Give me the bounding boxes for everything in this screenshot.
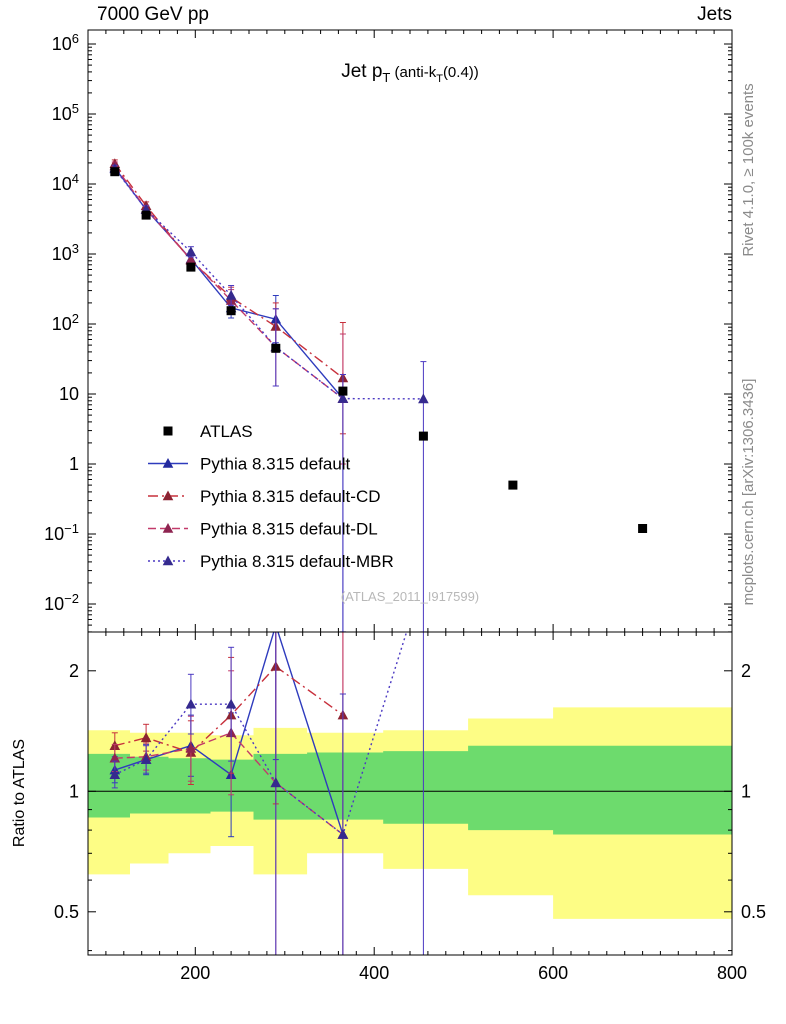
exponent: −1: [64, 521, 79, 536]
series-line: [114, 163, 344, 379]
title-subscript: T: [436, 73, 443, 85]
series-line: [114, 165, 344, 400]
exponent: 5: [72, 101, 79, 116]
data-point-triangle: [225, 289, 237, 300]
data-point-triangle: [337, 829, 349, 839]
legend-entry: ATLAS: [163, 422, 253, 441]
exponent: 4: [72, 171, 79, 186]
legend-entry: Pythia 8.315 default-MBR: [148, 552, 394, 571]
x-axis-tick-label: 400: [359, 963, 389, 983]
rivet-version-note: Rivet 4.1.0, ≥ 100k events: [740, 83, 757, 256]
data-point-triangle: [162, 555, 174, 566]
title-subscript: T: [382, 70, 390, 85]
header-right-title: Jets: [697, 4, 732, 25]
y-axis-tick-label: 10−2: [44, 591, 79, 614]
series-main-atlas: [110, 167, 648, 533]
data-point-triangle: [162, 523, 174, 533]
ratio-tick-label-right: 2: [741, 661, 751, 681]
legend: ATLAS Pythia 8.315 default Pythia 8.315 de…: [148, 422, 394, 571]
data-point-triangle: [418, 393, 429, 404]
y-axis-tick-label: 106: [52, 31, 79, 54]
header-left-title: 7000 GeV pp: [97, 4, 209, 25]
data-point-triangle: [162, 490, 174, 501]
title-text: Jet p: [341, 61, 382, 82]
data-point-triangle: [185, 254, 197, 264]
data-point-square: [508, 480, 518, 490]
legend-label: Pythia 8.315 default-CD: [200, 487, 381, 506]
y-axis-tick-label: 104: [52, 171, 79, 194]
data-point-triangle: [185, 698, 197, 709]
series-line: [114, 731, 344, 836]
main-panel-frame: [87, 29, 733, 633]
data-point-square: [226, 306, 236, 316]
main-series-layer: [109, 158, 648, 632]
ratio-axis-title: Ratio to ATLAS: [11, 739, 28, 847]
band-inner-uncertainty: [88, 745, 732, 835]
series-line: [114, 167, 344, 400]
plot-title: Jet pT (anti-kT(0.4)): [341, 61, 479, 85]
x-axis-tick-label: 200: [180, 963, 210, 983]
y-axis-tick-label: 105: [52, 101, 79, 124]
data-point-triangle: [270, 777, 282, 788]
data-point-triangle: [185, 742, 197, 753]
x-axis-tick-label: 600: [538, 963, 568, 983]
series-ratio-pythia-8-315-default-mbr: [109, 632, 424, 955]
y-axis-tick-label: 103: [52, 241, 79, 264]
data-point-triangle: [185, 246, 197, 257]
data-point-square: [163, 426, 173, 436]
data-point-square: [271, 343, 281, 353]
legend-label: Pythia 8.315 default-DL: [200, 520, 378, 539]
data-point-square: [186, 262, 196, 272]
mcplots-credit-note: mcplots.cern.ch [arXiv:1306.3436]: [740, 379, 757, 606]
series-line: [114, 168, 424, 400]
legend-label: Pythia 8.315 default-MBR: [200, 552, 394, 571]
legend-label: Pythia 8.315 default: [200, 455, 351, 474]
data-point-square: [338, 386, 348, 396]
y-axis-tick-label: 10: [59, 384, 79, 404]
ratio-tick-label-right: 0.5: [741, 902, 766, 922]
data-point-square: [141, 210, 151, 220]
y-axis-tick-label: 10−1: [44, 521, 79, 544]
ratio-uncertainty-bands: [88, 707, 732, 919]
ratio-tick-label-left: 0.5: [54, 902, 79, 922]
data-point-square: [638, 524, 648, 533]
title-text: (0.4)): [443, 64, 479, 81]
series-line: [114, 632, 344, 835]
data-point-square: [418, 431, 428, 441]
legend-label: ATLAS: [200, 422, 253, 441]
legend-entry: Pythia 8.315 default-DL: [148, 520, 378, 539]
ratio-series-layer: [109, 620, 424, 955]
legend-entry: Pythia 8.315 default-CD: [148, 487, 381, 506]
data-point-triangle: [271, 620, 282, 630]
analysis-watermark: (ATLAS_2011_I917599): [341, 589, 479, 604]
y-axis-tick-label: 102: [52, 311, 79, 334]
data-point-square: [110, 167, 120, 177]
x-axis-tick-label: 800: [717, 963, 747, 983]
ratio-tick-label-left: 1: [69, 781, 79, 801]
exponent: −2: [64, 591, 79, 606]
data-point-triangle: [140, 754, 152, 764]
data-point-triangle: [162, 458, 174, 468]
ratio-tick-label-left: 2: [69, 661, 79, 681]
exponent: 3: [72, 241, 79, 256]
exponent: 6: [72, 31, 79, 46]
legend-entry: Pythia 8.315 default: [148, 455, 351, 474]
title-text: (anti-k: [390, 64, 436, 81]
data-point-triangle: [225, 698, 237, 709]
data-point-triangle: [109, 752, 121, 763]
series-line: [114, 665, 344, 754]
data-point-triangle: [337, 393, 349, 403]
data-point-triangle: [140, 732, 152, 743]
exponent: 2: [72, 311, 79, 326]
data-point-triangle: [109, 769, 121, 779]
y-axis-tick-label: 1: [69, 454, 79, 474]
ratio-tick-label-right: 1: [741, 781, 751, 801]
